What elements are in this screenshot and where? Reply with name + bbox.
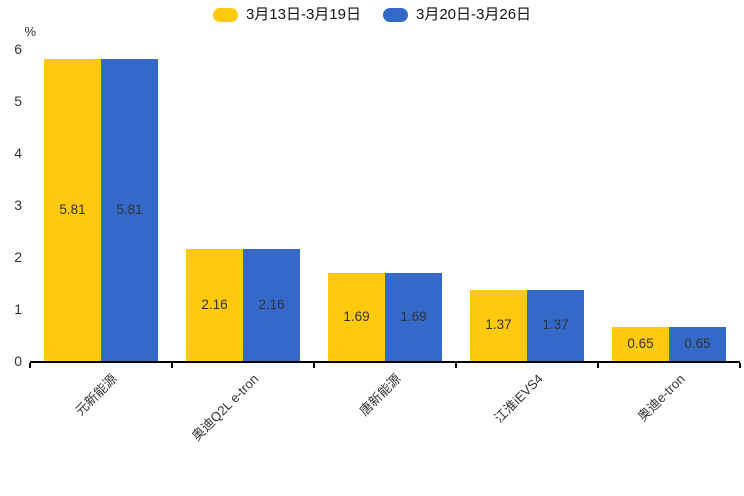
bar-week1[interactable] <box>186 248 243 361</box>
bar-week2[interactable] <box>243 248 300 361</box>
x-axis-tick <box>739 362 741 368</box>
bar-week1[interactable] <box>612 327 669 361</box>
bar-week2[interactable] <box>385 273 442 361</box>
x-axis-tick <box>597 362 599 368</box>
x-axis-tick <box>455 362 457 368</box>
y-axis-tick-label: 0 <box>14 353 22 369</box>
legend-item-label: 3月13日-3月19日 <box>245 6 361 23</box>
bar-week1[interactable] <box>44 58 101 361</box>
x-axis-tick <box>29 362 31 368</box>
y-axis-tick-label: 6 <box>14 41 22 57</box>
legend-marker-icon <box>383 8 408 22</box>
x-axis-category-label: 唐新能源 <box>356 371 404 419</box>
y-axis-tick-label: 1 <box>14 301 22 317</box>
x-axis-category-label: 江淮iEVS4 <box>491 371 546 426</box>
y-axis-unit-label: % <box>24 24 36 39</box>
y-axis-tick-label: 2 <box>14 249 22 265</box>
x-axis-tick <box>171 362 173 368</box>
y-axis-tick-label: 3 <box>14 197 22 213</box>
bar-week1[interactable] <box>470 289 527 361</box>
x-axis-tick <box>313 362 315 368</box>
y-axis-tick-label: 4 <box>14 145 22 161</box>
x-axis-category-label: 奥迪e-tron <box>634 371 688 425</box>
bar-week1[interactable] <box>328 273 385 361</box>
x-axis-line <box>30 361 740 363</box>
bar-week2[interactable] <box>669 327 726 361</box>
x-axis-category-label: 奥迪Q2L e-tron <box>189 371 262 444</box>
legend-item-label: 3月20日-3月26日 <box>416 6 532 23</box>
bar-week2[interactable] <box>527 289 584 361</box>
legend-item-series-2[interactable]: 3月20日-3月26日 <box>383 7 531 23</box>
bar-week2[interactable] <box>101 58 158 361</box>
y-axis-tick-label: 5 <box>14 93 22 109</box>
x-axis-category-label: 元新能源 <box>72 371 120 419</box>
chart-legend: 3月13日-3月19日 3月20日-3月26日 <box>0 7 744 23</box>
legend-item-series-1[interactable]: 3月13日-3月19日 <box>212 6 361 23</box>
legend-marker-icon <box>212 8 238 22</box>
